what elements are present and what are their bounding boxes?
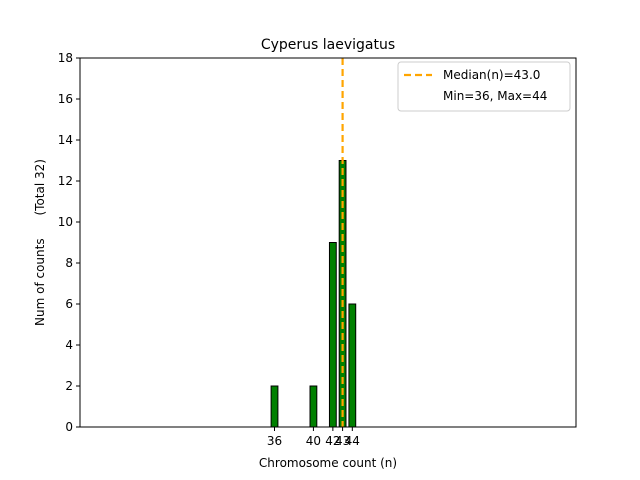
legend: Median(n)=43.0 Min=36, Max=44 (397, 61, 571, 112)
x-tick-label: 42 (325, 434, 340, 448)
bars-layer (269, 160, 377, 428)
y-axis-ticks: 0 2 4 6 8 10 12 14 16 18 (58, 51, 80, 434)
legend-box (397, 61, 571, 112)
x-axis-label: Chromosome count (n) (259, 456, 397, 470)
y-tick-label: 16 (58, 92, 73, 106)
x-tick-label: 43 (335, 434, 350, 448)
y-tick-label: 12 (58, 174, 73, 188)
x-tick-label: 36 (267, 434, 282, 448)
x-tick-label: 44 (345, 434, 360, 448)
y-tick-label: 14 (58, 133, 73, 147)
y-tick-label: 6 (65, 297, 73, 311)
bar-42 (328, 242, 337, 428)
legend-entry-min-max: Min=36, Max=44 (443, 89, 547, 103)
plot-frame (79, 57, 577, 428)
x-tick-label: 40 (306, 434, 321, 448)
bar-44 (348, 303, 357, 428)
y-tick-label: 18 (58, 51, 73, 65)
y-tick-label: 2 (65, 379, 73, 393)
bar-36 (270, 385, 279, 428)
y-tick-label: 0 (65, 420, 73, 434)
y-tick-label: 8 (65, 256, 73, 270)
y-tick-label: 4 (65, 338, 73, 352)
bar-40 (309, 385, 318, 428)
legend-entry-median: Median(n)=43.0 (443, 68, 540, 82)
chart-title: Cyperus laevigatus (261, 37, 395, 53)
y-axis-label: Num of counts (Total 32) (33, 159, 47, 326)
y-tick-label: 10 (58, 215, 73, 229)
